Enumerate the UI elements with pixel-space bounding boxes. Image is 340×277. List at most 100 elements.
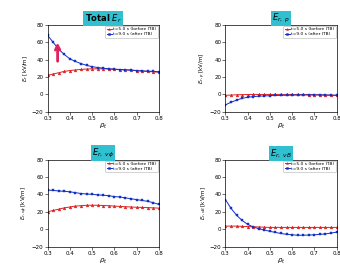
t=5.0 s (before ITB) xyxy=(273,226,277,229)
t=9.0 s (after ITB) xyxy=(140,69,144,73)
t=9.0 s (after ITB) xyxy=(257,94,261,98)
t=5.0 s (before ITB) xyxy=(112,204,116,208)
t=5.0 s (before ITB) xyxy=(118,68,122,71)
t=9.0 s (after ITB) xyxy=(301,93,305,97)
t=9.0 s (after ITB) xyxy=(307,234,311,237)
t=5.0 s (before ITB) xyxy=(323,226,327,229)
t=9.0 s (after ITB) xyxy=(262,228,267,232)
t=9.0 s (after ITB) xyxy=(296,234,300,237)
t=5.0 s (before ITB) xyxy=(79,204,83,207)
t=9.0 s (after ITB) xyxy=(146,70,150,73)
t=9.0 s (after ITB) xyxy=(140,199,144,202)
t=5.0 s (before ITB) xyxy=(68,69,72,72)
t=5.0 s (before ITB) xyxy=(135,69,139,72)
t=9.0 s (after ITB) xyxy=(101,194,105,197)
t=9.0 s (after ITB) xyxy=(279,232,283,235)
t=9.0 s (after ITB) xyxy=(245,223,250,226)
t=9.0 s (after ITB) xyxy=(146,200,150,203)
Line: t=5.0 s (before ITB): t=5.0 s (before ITB) xyxy=(46,204,160,213)
t=9.0 s (after ITB) xyxy=(245,96,250,99)
Title: $E_{r,\ p}$: $E_{r,\ p}$ xyxy=(272,12,290,25)
t=5.0 s (before ITB) xyxy=(307,93,311,96)
t=9.0 s (after ITB) xyxy=(79,62,83,65)
t=9.0 s (after ITB) xyxy=(51,41,55,44)
t=5.0 s (before ITB) xyxy=(157,71,161,74)
t=9.0 s (after ITB) xyxy=(240,219,244,222)
t=9.0 s (after ITB) xyxy=(96,66,100,69)
t=9.0 s (after ITB) xyxy=(112,68,116,71)
X-axis label: $\rho_t$: $\rho_t$ xyxy=(99,257,107,266)
t=5.0 s (before ITB) xyxy=(46,74,50,77)
t=9.0 s (after ITB) xyxy=(84,64,88,67)
t=9.0 s (after ITB) xyxy=(312,93,317,97)
Line: t=9.0 s (after ITB): t=9.0 s (after ITB) xyxy=(46,189,160,206)
t=9.0 s (after ITB) xyxy=(268,94,272,97)
t=9.0 s (after ITB) xyxy=(112,195,116,198)
t=5.0 s (before ITB) xyxy=(245,93,250,96)
t=5.0 s (before ITB) xyxy=(262,93,267,96)
t=5.0 s (before ITB) xyxy=(285,226,289,229)
t=9.0 s (after ITB) xyxy=(90,65,94,68)
t=5.0 s (before ITB) xyxy=(335,226,339,229)
t=9.0 s (after ITB) xyxy=(123,196,128,199)
t=9.0 s (after ITB) xyxy=(285,94,289,97)
t=9.0 s (after ITB) xyxy=(135,69,139,72)
t=5.0 s (before ITB) xyxy=(268,226,272,229)
t=5.0 s (before ITB) xyxy=(323,93,327,97)
t=9.0 s (after ITB) xyxy=(251,225,255,229)
t=5.0 s (before ITB) xyxy=(312,93,317,96)
Line: t=9.0 s (after ITB): t=9.0 s (after ITB) xyxy=(224,94,338,106)
t=5.0 s (before ITB) xyxy=(296,226,300,229)
t=9.0 s (after ITB) xyxy=(235,214,239,217)
t=5.0 s (before ITB) xyxy=(73,204,78,208)
Title: $E_{r,\ v\phi}$: $E_{r,\ v\phi}$ xyxy=(92,147,114,160)
t=9.0 s (after ITB) xyxy=(68,57,72,60)
t=5.0 s (before ITB) xyxy=(268,93,272,96)
t=5.0 s (before ITB) xyxy=(112,68,116,71)
Y-axis label: $E_r$ [kV/m]: $E_r$ [kV/m] xyxy=(22,55,30,82)
t=9.0 s (after ITB) xyxy=(151,201,155,204)
t=5.0 s (before ITB) xyxy=(140,69,144,73)
t=9.0 s (after ITB) xyxy=(118,195,122,199)
t=5.0 s (before ITB) xyxy=(329,226,333,229)
t=9.0 s (after ITB) xyxy=(335,230,339,234)
t=5.0 s (before ITB) xyxy=(279,93,283,96)
t=9.0 s (after ITB) xyxy=(68,190,72,193)
t=9.0 s (after ITB) xyxy=(251,95,255,98)
t=5.0 s (before ITB) xyxy=(223,94,227,97)
t=5.0 s (before ITB) xyxy=(257,93,261,96)
t=9.0 s (after ITB) xyxy=(229,207,233,210)
t=5.0 s (before ITB) xyxy=(90,204,94,207)
t=9.0 s (after ITB) xyxy=(84,192,88,196)
t=9.0 s (after ITB) xyxy=(307,93,311,97)
t=5.0 s (before ITB) xyxy=(107,67,111,71)
t=9.0 s (after ITB) xyxy=(57,48,61,51)
t=5.0 s (before ITB) xyxy=(151,70,155,73)
Y-axis label: $E_{r,v\phi}$ [kV/m]: $E_{r,v\phi}$ [kV/m] xyxy=(20,186,30,220)
t=9.0 s (after ITB) xyxy=(318,233,322,236)
Line: t=5.0 s (before ITB): t=5.0 s (before ITB) xyxy=(224,93,338,97)
t=5.0 s (before ITB) xyxy=(79,68,83,71)
t=5.0 s (before ITB) xyxy=(46,210,50,214)
t=5.0 s (before ITB) xyxy=(157,206,161,210)
Line: t=9.0 s (after ITB): t=9.0 s (after ITB) xyxy=(46,34,160,73)
t=9.0 s (after ITB) xyxy=(312,233,317,237)
t=5.0 s (before ITB) xyxy=(84,67,88,71)
t=5.0 s (before ITB) xyxy=(257,225,261,229)
t=5.0 s (before ITB) xyxy=(301,226,305,229)
t=5.0 s (before ITB) xyxy=(146,206,150,209)
t=9.0 s (after ITB) xyxy=(107,67,111,70)
t=5.0 s (before ITB) xyxy=(118,205,122,208)
t=5.0 s (before ITB) xyxy=(273,93,277,96)
t=9.0 s (after ITB) xyxy=(285,233,289,236)
Line: t=9.0 s (after ITB): t=9.0 s (after ITB) xyxy=(224,198,338,237)
t=9.0 s (after ITB) xyxy=(290,93,294,97)
t=5.0 s (before ITB) xyxy=(229,224,233,228)
t=9.0 s (after ITB) xyxy=(329,93,333,97)
t=5.0 s (before ITB) xyxy=(73,68,78,72)
t=5.0 s (before ITB) xyxy=(129,68,133,72)
t=5.0 s (before ITB) xyxy=(151,206,155,209)
t=5.0 s (before ITB) xyxy=(290,226,294,229)
t=9.0 s (after ITB) xyxy=(96,193,100,196)
t=5.0 s (before ITB) xyxy=(318,93,322,96)
